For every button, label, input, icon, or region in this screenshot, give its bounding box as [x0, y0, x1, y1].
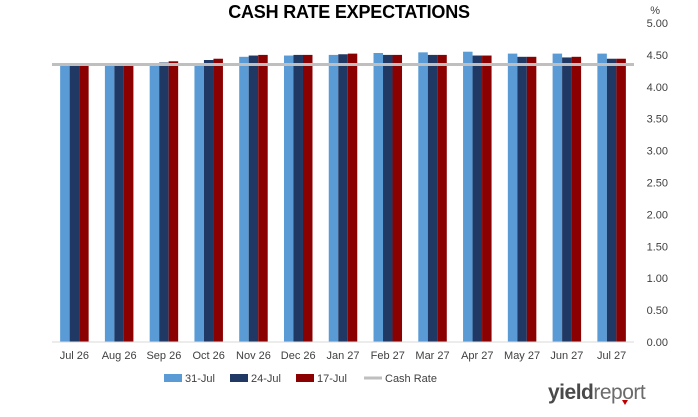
bar-31-jul-apr-27 — [463, 51, 473, 343]
bar-17-jul-aug-26 — [123, 65, 134, 343]
legend-swatch-17-jul — [296, 374, 314, 382]
bar-31-jul-nov-26 — [239, 56, 249, 343]
bar-17-jul-jan-27 — [347, 53, 358, 343]
yieldreport-logo: yieldreport — [548, 381, 646, 405]
x-tick-label: Dec 26 — [281, 350, 316, 362]
y-tick-label: 3.50 — [647, 114, 668, 126]
x-tick-label: Jul 27 — [597, 350, 626, 362]
bar-24-jul-jul-27 — [606, 58, 617, 342]
bar-31-jul-sep-26 — [149, 64, 160, 342]
legend-label: Cash Rate — [385, 373, 437, 385]
bar-17-jul-jul-26 — [79, 65, 89, 343]
legend: 31-Jul 24-Jul 17-Jul Cash Rate — [164, 373, 437, 385]
bar-24-jul-jan-27 — [338, 54, 348, 342]
legend-label: 31-Jul — [185, 373, 215, 385]
chart-title: CASH RATE EXPECTATIONS — [228, 2, 470, 22]
bar-31-jul-jan-27 — [328, 54, 339, 343]
bar-17-jul-feb-27 — [392, 54, 403, 343]
bar-24-jul-jun-27 — [562, 57, 572, 342]
bar-24-jul-jul-26 — [69, 65, 80, 343]
bar-31-jul-feb-27 — [373, 52, 384, 343]
y-tick-label: 1.50 — [647, 241, 668, 253]
y-tick-label: 2.00 — [647, 209, 668, 221]
bar-24-jul-nov-26 — [248, 55, 259, 342]
x-tick-label: Jun 27 — [550, 350, 583, 362]
bar-17-jul-oct-26 — [213, 58, 223, 342]
x-tick-label: Mar 27 — [415, 350, 449, 362]
x-tick-label: Jan 27 — [326, 350, 359, 362]
legend-swatch-31-jul — [164, 374, 182, 382]
bar-24-jul-dec-26 — [293, 54, 303, 343]
y-unit-label: % — [650, 5, 660, 17]
x-tick-label: Sep 26 — [146, 350, 181, 362]
y-tick-label: 0.00 — [647, 337, 668, 349]
bar-24-jul-oct-26 — [203, 60, 214, 342]
bar-31-jul-dec-26 — [283, 55, 294, 342]
bar-17-jul-sep-26 — [168, 61, 179, 342]
x-tick-label: Feb 27 — [371, 350, 405, 362]
plot-area — [52, 51, 634, 343]
bar-24-jul-apr-27 — [472, 55, 483, 342]
bar-17-jul-dec-26 — [302, 54, 313, 343]
legend-label: 17-Jul — [317, 373, 347, 385]
bar-31-jul-jul-26 — [60, 64, 70, 342]
x-tick-label: Apr 27 — [461, 350, 493, 362]
x-tick-label: Aug 26 — [102, 350, 137, 362]
bar-17-jul-may-27 — [526, 56, 537, 343]
bar-24-jul-mar-27 — [427, 54, 438, 343]
bar-24-jul-aug-26 — [114, 65, 124, 343]
bar-31-jul-jun-27 — [552, 53, 563, 343]
y-tick-label: 4.00 — [647, 82, 668, 94]
bar-31-jul-aug-26 — [104, 65, 115, 343]
bar-17-jul-nov-26 — [258, 54, 268, 343]
x-tick-label: Oct 26 — [192, 350, 224, 362]
bar-31-jul-oct-26 — [194, 63, 204, 342]
logo-text-suffix: report — [593, 381, 646, 404]
bar-24-jul-feb-27 — [383, 54, 393, 343]
y-tick-label: 3.00 — [647, 146, 668, 158]
legend-swatch-24-jul — [230, 374, 248, 382]
logo-text-prefix: yield — [548, 381, 594, 404]
bar-17-jul-jun-27 — [571, 56, 582, 343]
bar-17-jul-apr-27 — [482, 55, 492, 342]
logo-accent-icon — [622, 400, 628, 405]
bar-24-jul-sep-26 — [159, 62, 169, 343]
bar-17-jul-mar-27 — [437, 54, 447, 343]
bar-24-jul-may-27 — [517, 56, 527, 343]
legend-label: 24-Jul — [251, 373, 281, 385]
y-tick-label: 0.50 — [647, 305, 668, 317]
y-tick-label: 5.00 — [647, 18, 668, 30]
y-tick-label: 2.50 — [647, 178, 668, 190]
x-tick-label: May 27 — [504, 350, 540, 362]
bar-31-jul-jul-27 — [597, 53, 607, 343]
axes: Jul 26 Aug 26 Sep 26 Oct 26 Nov 26 Dec 26 Jan … — [52, 5, 668, 362]
x-tick-label: Nov 26 — [236, 350, 271, 362]
bar-31-jul-may-27 — [507, 53, 518, 343]
x-tick-label: Jul 26 — [60, 350, 89, 362]
bar-17-jul-jul-27 — [616, 58, 626, 342]
y-tick-label: 4.50 — [647, 50, 668, 62]
y-tick-label: 1.00 — [647, 273, 668, 285]
bar-31-jul-mar-27 — [418, 52, 428, 342]
